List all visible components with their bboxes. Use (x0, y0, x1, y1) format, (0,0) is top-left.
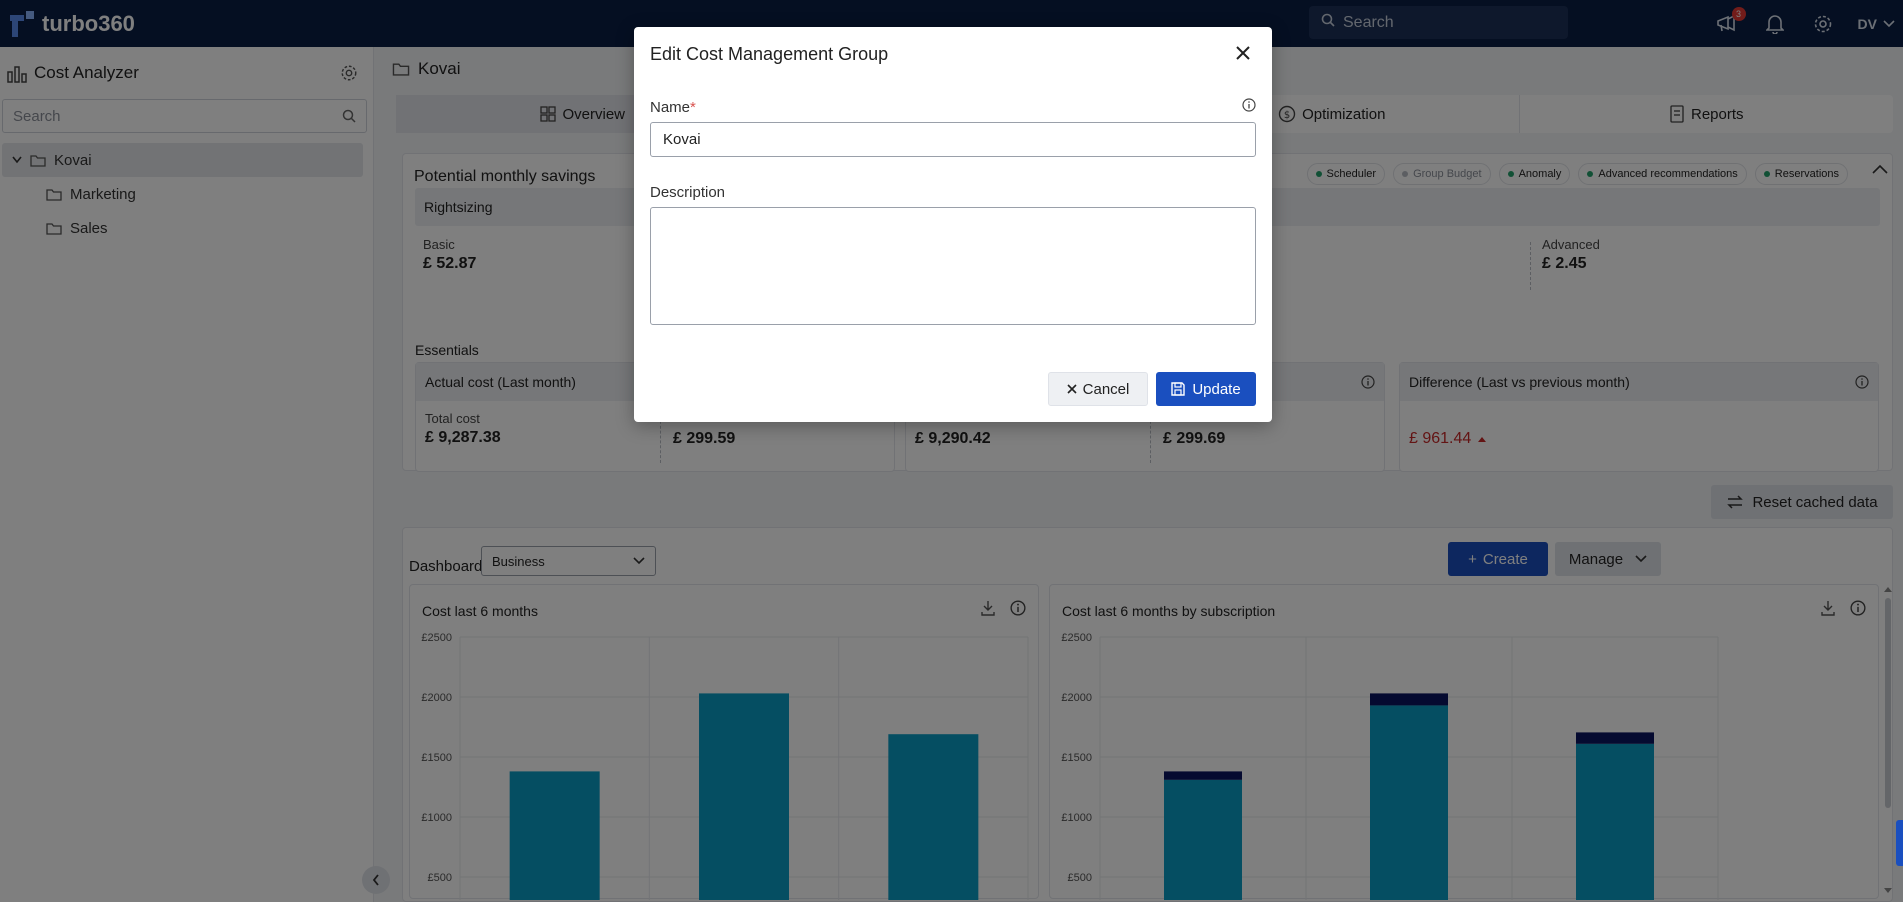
description-textarea[interactable] (650, 207, 1256, 325)
info-icon[interactable] (1242, 98, 1256, 112)
save-icon (1171, 382, 1186, 396)
feedback-tab[interactable] (1896, 820, 1903, 866)
name-label-text: Name (650, 99, 691, 116)
name-input[interactable]: Kovai (650, 122, 1256, 157)
required-asterisk: * (690, 99, 696, 116)
modal-title: Edit Cost Management Group (650, 44, 889, 64)
update-button[interactable]: Update (1156, 372, 1256, 406)
close-icon (1067, 384, 1077, 394)
cancel-button[interactable]: Cancel (1048, 372, 1148, 406)
update-label: Update (1192, 380, 1241, 398)
name-input-value: Kovai (663, 131, 701, 148)
close-icon[interactable] (1236, 43, 1250, 66)
description-field-label: Description (650, 184, 726, 201)
cancel-label: Cancel (1082, 380, 1130, 398)
edit-group-modal: Edit Cost Management Group Name* Kovai D… (634, 27, 1272, 422)
name-field-label: Name* (650, 99, 696, 116)
